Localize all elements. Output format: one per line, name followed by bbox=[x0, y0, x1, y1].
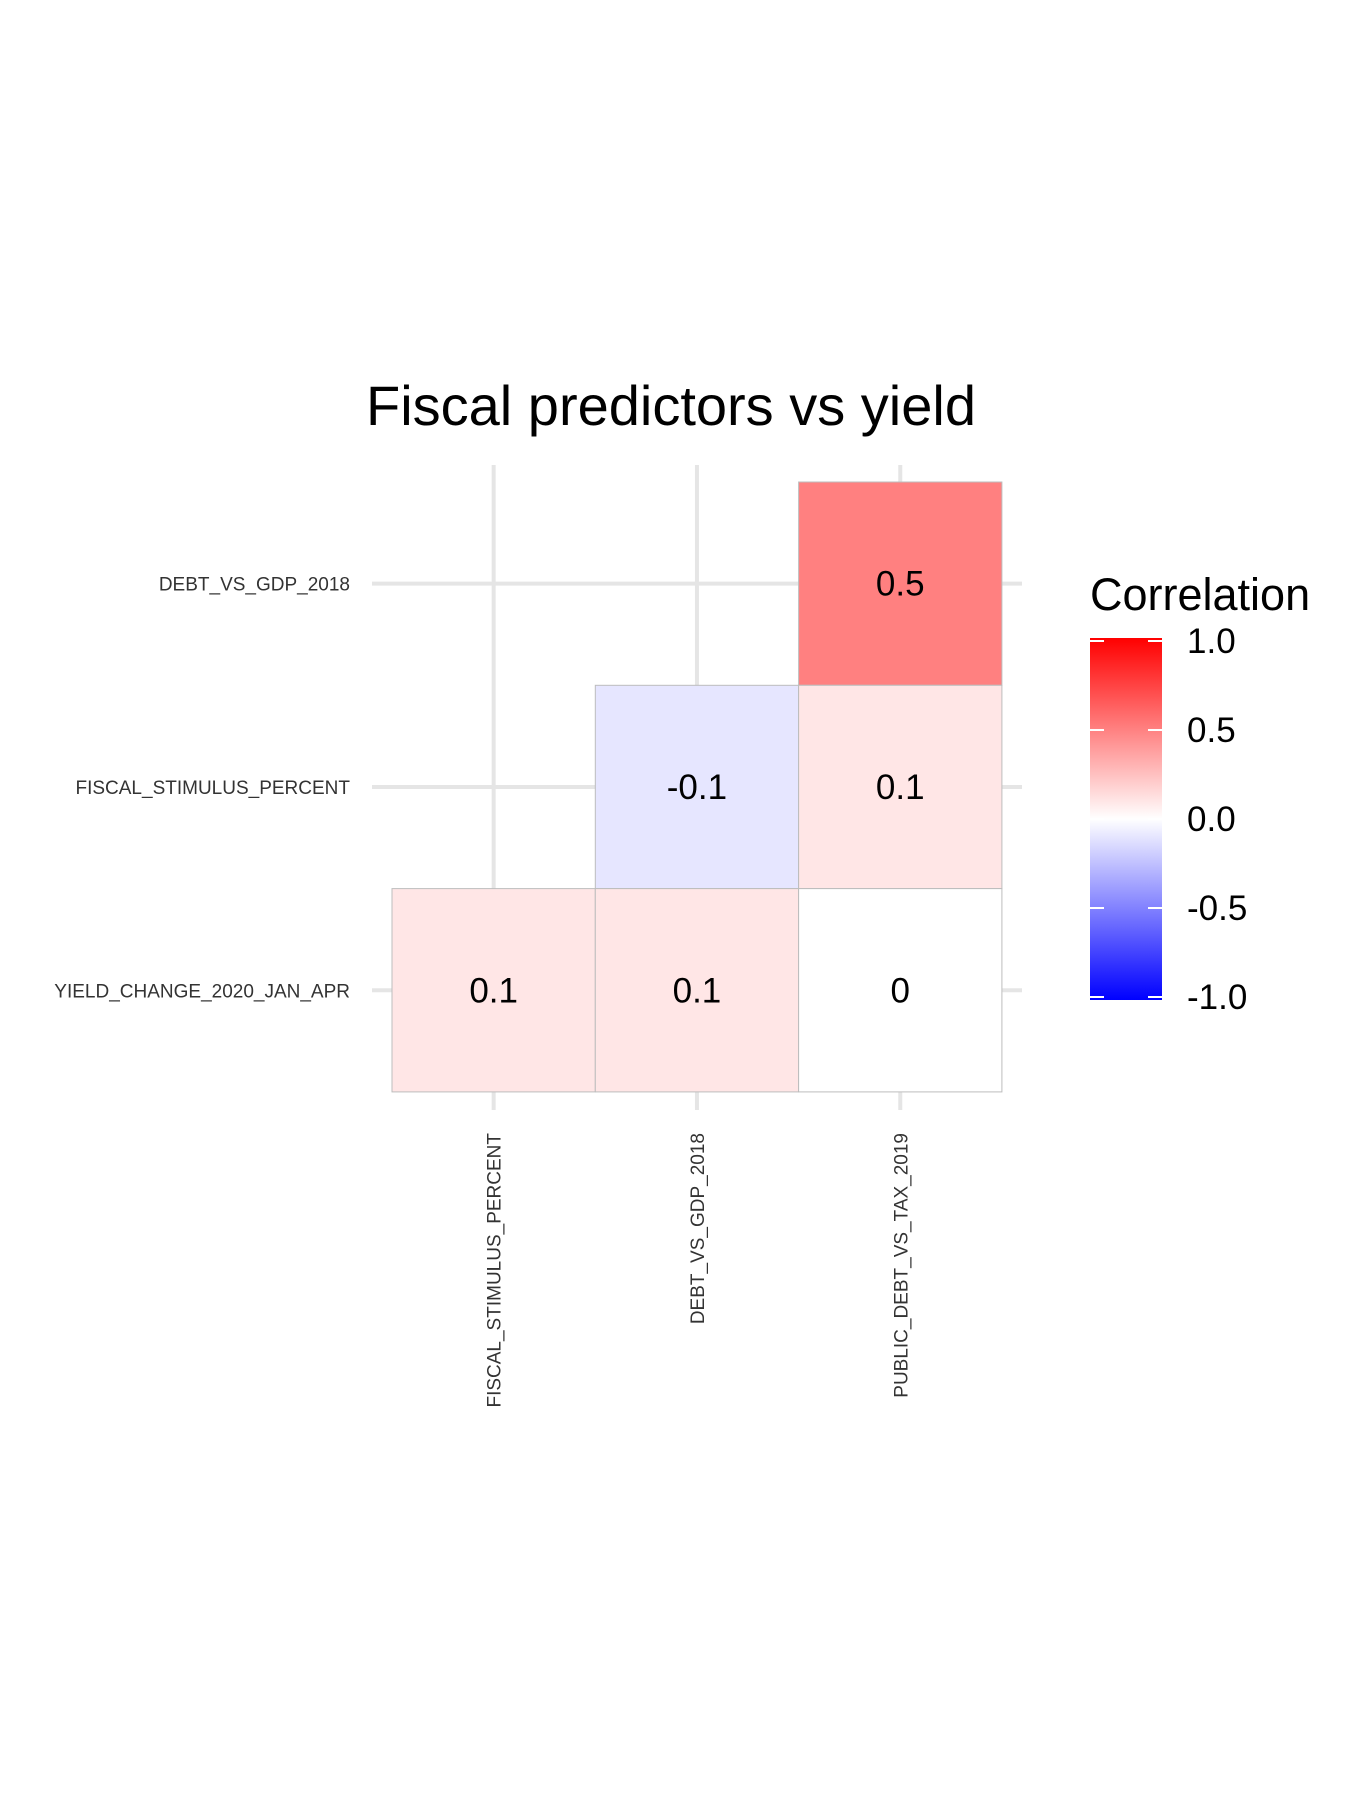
heatmap-cell bbox=[391, 888, 596, 1093]
cell-value-label: 0 bbox=[891, 971, 910, 1010]
heatmap-cell bbox=[798, 888, 1003, 1093]
legend-tick-label: -0.5 bbox=[1187, 889, 1247, 928]
x-axis-labels: FISCAL_STIMULUS_PERCENT DEBT_VS_GDP_2018 P… bbox=[485, 1133, 913, 1408]
heatmap-cell bbox=[798, 481, 1003, 686]
y-axis-labels: DEBT_VS_GDP_2018 FISCAL_STIMULUS_PERCENT Y… bbox=[54, 575, 350, 1003]
legend-tick-label: -1.0 bbox=[1187, 978, 1247, 1017]
heatmap-cell bbox=[798, 684, 1003, 890]
cell-value-label: 0.1 bbox=[469, 971, 518, 1010]
cell-value-label: 0.1 bbox=[876, 768, 925, 807]
x-axis-label: DEBT_VS_GDP_2018 bbox=[688, 1133, 709, 1324]
heatmap-cells: 0.5 -0.1 0.1 0.1 0.1 0 bbox=[391, 481, 1003, 1093]
legend-tick-label: 1.0 bbox=[1187, 622, 1236, 661]
legend-title: Correlation bbox=[1090, 569, 1310, 620]
legend-tick-label: 0.5 bbox=[1187, 711, 1236, 750]
cell-value-label: -0.1 bbox=[667, 768, 727, 807]
y-axis-label: YIELD_CHANGE_2020_JAN_APR bbox=[54, 981, 350, 1002]
y-axis-label: FISCAL_STIMULUS_PERCENT bbox=[75, 778, 350, 799]
cell-value-label: 0.1 bbox=[673, 971, 722, 1010]
heatmap-cell bbox=[594, 684, 800, 890]
x-axis-label: FISCAL_STIMULUS_PERCENT bbox=[485, 1133, 506, 1408]
legend: Correlation 1.0 0.5 0.0 -0.5 -1.0 bbox=[1090, 569, 1310, 1017]
x-axis-label: PUBLIC_DEBT_VS_TAX_2019 bbox=[891, 1133, 912, 1398]
cell-value-label: 0.5 bbox=[876, 565, 925, 604]
y-axis-label: DEBT_VS_GDP_2018 bbox=[159, 575, 350, 596]
legend-tick-label: 0.0 bbox=[1187, 800, 1236, 839]
chart-title: Fiscal predictors vs yield bbox=[366, 374, 976, 437]
